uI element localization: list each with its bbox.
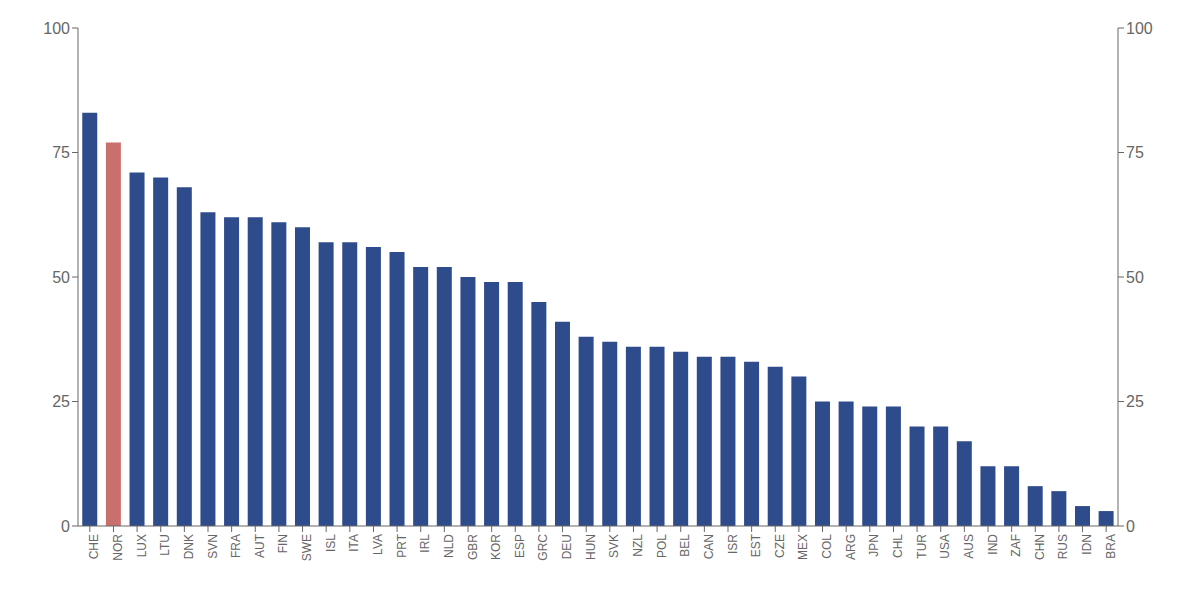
svg-text:BRA: BRA [1104,534,1118,559]
svg-text:50: 50 [52,269,70,286]
svg-text:75: 75 [52,144,70,161]
svg-text:RUS: RUS [1056,534,1070,559]
svg-text:CHE: CHE [87,534,101,559]
svg-text:EST: EST [749,533,763,557]
svg-text:CZE: CZE [773,534,787,558]
svg-text:AUT: AUT [253,533,267,558]
svg-text:CAN: CAN [702,534,716,559]
svg-text:CHN: CHN [1033,534,1047,560]
svg-text:POL: POL [655,534,669,558]
svg-text:FIN: FIN [276,534,290,553]
svg-text:JPN: JPN [867,534,881,557]
svg-text:LVA: LVA [371,534,385,555]
svg-text:IND: IND [986,534,1000,555]
svg-text:SWE: SWE [300,534,314,561]
svg-text:HUN: HUN [584,534,598,560]
svg-text:DNK: DNK [182,534,196,559]
svg-text:ZAF: ZAF [1009,534,1023,557]
svg-text:100: 100 [1126,20,1153,37]
svg-text:USA: USA [938,534,952,559]
svg-text:IRL: IRL [418,534,432,553]
svg-text:ESP: ESP [513,534,527,558]
svg-text:BEL: BEL [678,534,692,557]
svg-text:PRT: PRT [395,533,409,557]
svg-text:IDN: IDN [1080,534,1094,555]
svg-text:SVN: SVN [206,534,220,559]
svg-text:LUX: LUX [135,534,149,557]
svg-text:LTU: LTU [158,534,172,556]
svg-text:TUR: TUR [915,534,929,559]
svg-text:AUS: AUS [962,534,976,559]
svg-text:FRA: FRA [229,534,243,558]
svg-text:CHL: CHL [891,534,905,558]
svg-text:NLD: NLD [442,534,456,558]
svg-text:25: 25 [1126,393,1144,410]
svg-text:25: 25 [52,393,70,410]
svg-text:NZL: NZL [631,534,645,557]
svg-text:75: 75 [1126,144,1144,161]
svg-text:ITA: ITA [347,534,361,552]
svg-text:DEU: DEU [560,534,574,559]
svg-text:ARG: ARG [844,534,858,560]
svg-text:ISR: ISR [726,534,740,554]
svg-text:0: 0 [1126,518,1135,535]
svg-text:0: 0 [61,518,70,535]
svg-text:100: 100 [43,20,70,37]
svg-text:GBR: GBR [466,534,480,560]
svg-text:KOR: KOR [489,534,503,560]
svg-text:COL: COL [820,534,834,559]
svg-text:NOR: NOR [111,534,125,561]
svg-text:MEX: MEX [796,534,810,560]
svg-text:ISL: ISL [324,534,338,552]
svg-text:SVK: SVK [607,534,621,558]
svg-text:GRC: GRC [536,534,550,561]
svg-text:50: 50 [1126,269,1144,286]
